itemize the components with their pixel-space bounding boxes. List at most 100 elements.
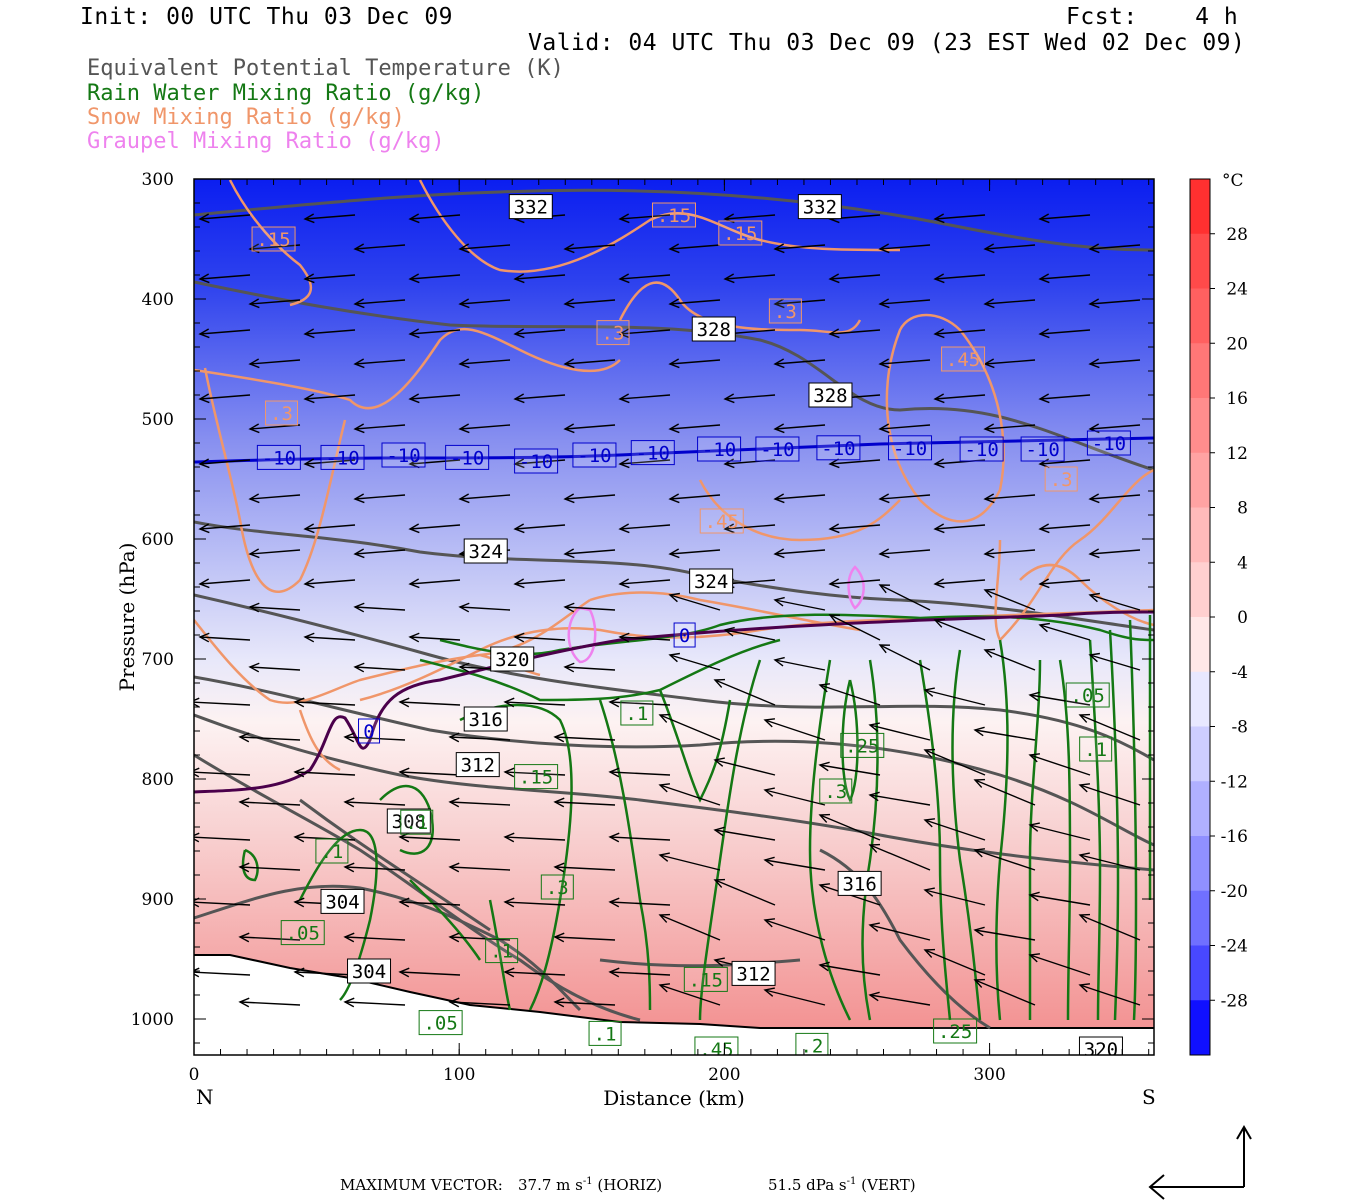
wind-vector [669,494,721,500]
theta-e-label: 332 [803,197,837,219]
wind-vector [669,654,721,671]
wind-vector-head [983,493,995,504]
wind-vector-head [353,358,365,369]
wind-vector-head [773,358,785,369]
wind-vector-head [198,213,210,224]
wind-vector-head [828,614,841,624]
wind-vector [764,789,826,806]
legend-snow: Snow Mixing Ratio (g/kg) [87,105,405,130]
wind-vector-head [878,298,890,309]
wind-vector-head [933,328,945,339]
colorbar-bin [1190,562,1210,618]
wind-vector [924,749,986,776]
wind-vector [1089,654,1141,671]
wind-vector [879,584,931,611]
wind-vector [1029,894,1091,906]
wind-vector [399,971,461,976]
wind-vector [619,394,671,400]
wind-vector [199,636,251,641]
wind-vector [829,579,881,585]
wind-vector [974,929,1036,941]
isotherm-label-box [514,448,559,474]
snow-label-box [652,202,696,228]
wind-vector-head [398,767,410,778]
colorbar-bin [1190,288,1210,344]
wind-vector-head [353,493,365,504]
wind-vector-head [303,523,315,534]
wind-vector [514,459,566,465]
wind-vector [514,394,566,400]
wind-vector-head [343,797,355,808]
y-tick-label: 300 [142,170,174,190]
wind-vector-head [398,697,410,708]
theta-e-label: 312 [736,963,770,985]
wind-vector [1089,299,1141,305]
wind-vector [829,614,881,641]
y-axis-title: Pressure (hPa) [115,543,139,692]
wind-vector [449,936,511,941]
wind-vector [1089,244,1141,250]
wind-vector [409,394,461,400]
wind-vector [829,274,881,280]
wind-vector-head [868,991,880,1002]
south-label: S [1142,1085,1156,1109]
wind-vector [344,801,406,806]
wind-vector-head [868,922,880,932]
wind-vector [1039,394,1091,400]
snow-contours [194,179,1154,772]
wind-vector-head [248,602,260,613]
wind-vector [609,971,671,976]
wind-vector-head [553,997,565,1008]
wind-vector-head [618,632,630,643]
wind-vector [1089,359,1141,365]
wind-vector [249,606,301,611]
wind-vector [344,936,406,941]
wind-vector [1079,714,1141,741]
wind-vector-head [563,548,575,559]
y-tick-label: 600 [142,530,174,550]
wind-vector [344,1001,406,1006]
rain-label: .1 [594,1023,617,1045]
wind-vector [879,644,931,671]
theta-e-label: 320 [495,649,529,671]
wind-vector-head [608,767,620,778]
wind-vector [554,736,616,741]
wind-vector-head [983,648,996,658]
rain-label-box [819,778,853,804]
wind-vector-head [828,458,840,469]
wind-vector [724,394,776,400]
wind-vector-head [923,887,935,897]
isotherm-label-box [572,442,617,468]
wind-vector [459,244,511,250]
y-tick-label: 500 [142,410,174,430]
theta-e-label-box [797,194,842,220]
wind-vector [1039,624,1091,641]
theta-e-label-box [463,706,508,732]
wind-vector-head [353,423,365,434]
wind-vector-head [983,423,995,434]
wind-vector [934,524,986,530]
wind-vector [659,784,721,806]
wind-vector-head [608,832,620,843]
wind-vector [774,549,826,555]
colorbar-label: 24 [1226,280,1248,300]
colorbar-label: 28 [1226,225,1248,245]
wind-vector [669,594,721,611]
wind-vector [304,579,356,585]
wind-vector [194,701,251,706]
wind-vector-head [658,852,670,862]
wind-vector-head [668,493,680,504]
wind-vector [869,994,931,1006]
wind-vector [879,494,931,500]
wind-vector-head [248,423,260,434]
wind-vector-head [773,298,785,309]
wind-vector [399,836,461,841]
wind-vector-head [353,298,365,309]
wind-vector-head [1038,213,1050,224]
theta-e-label-box [808,382,853,408]
wind-vector [564,494,616,500]
wind-vector [249,424,301,430]
wind-vector-head [658,713,671,723]
rain-label: .1 [625,703,648,725]
theta-e-label: 324 [694,571,728,593]
